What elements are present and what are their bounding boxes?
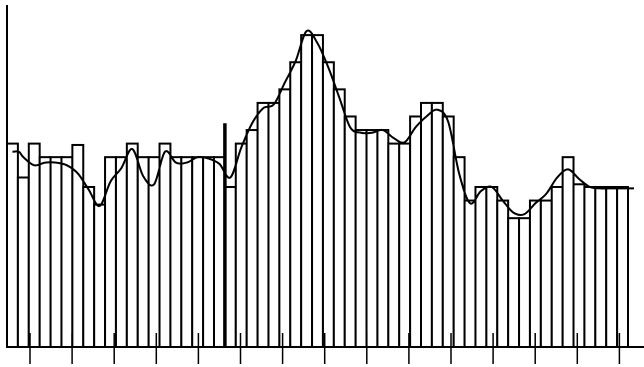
bar-17	[191, 156, 205, 348]
bar-45	[496, 199, 510, 348]
bar-39	[430, 101, 444, 348]
bar-24	[267, 101, 281, 348]
bar-38	[420, 101, 433, 348]
axes-group	[6, 5, 644, 364]
bar-21	[234, 142, 248, 348]
bar-15	[169, 156, 183, 348]
bar-49	[539, 199, 553, 348]
bar-9	[104, 156, 117, 348]
bar-43	[474, 185, 488, 348]
bar-0	[6, 142, 19, 348]
bar-12	[136, 156, 150, 348]
bar-32	[354, 129, 368, 348]
bar-37	[409, 115, 422, 349]
bar-47	[518, 217, 531, 348]
bar-35	[387, 142, 401, 348]
bar-2	[27, 142, 41, 348]
bar-36	[398, 142, 412, 348]
bar-22	[245, 129, 259, 348]
bar-7	[82, 185, 96, 348]
bar-5	[60, 156, 74, 348]
bar-33	[365, 129, 379, 348]
bar-10	[114, 156, 128, 348]
bar-54	[594, 185, 608, 348]
bar-40	[441, 115, 455, 349]
bar-6	[71, 143, 85, 348]
bar-23	[256, 101, 270, 348]
bar-3	[38, 156, 52, 348]
bar-1	[16, 176, 30, 348]
bar-51	[561, 156, 575, 348]
bar-14	[158, 142, 172, 348]
bar-25	[278, 88, 292, 349]
bar-8	[93, 203, 107, 348]
bar-56	[616, 185, 629, 348]
bar-34	[376, 129, 390, 348]
bar-55	[605, 185, 619, 348]
bar-28	[311, 34, 324, 349]
bar-29	[321, 61, 335, 349]
bar-11	[125, 142, 139, 348]
bar-16	[180, 156, 194, 348]
bar-48	[528, 199, 542, 348]
bars-group	[6, 34, 629, 349]
bar-4	[49, 156, 63, 348]
bar-31	[343, 115, 357, 349]
smooth-line	[12, 29, 634, 216]
bar-30	[332, 88, 346, 349]
bar-50	[550, 185, 564, 348]
bar-42	[463, 199, 477, 348]
line-layer	[12, 29, 634, 216]
bar-27	[300, 34, 314, 349]
bar-52	[572, 183, 586, 348]
bar-18	[202, 156, 216, 348]
bar-53	[583, 185, 597, 348]
bar-44	[485, 185, 499, 348]
bar-26	[289, 61, 303, 349]
bar-46	[507, 217, 521, 348]
